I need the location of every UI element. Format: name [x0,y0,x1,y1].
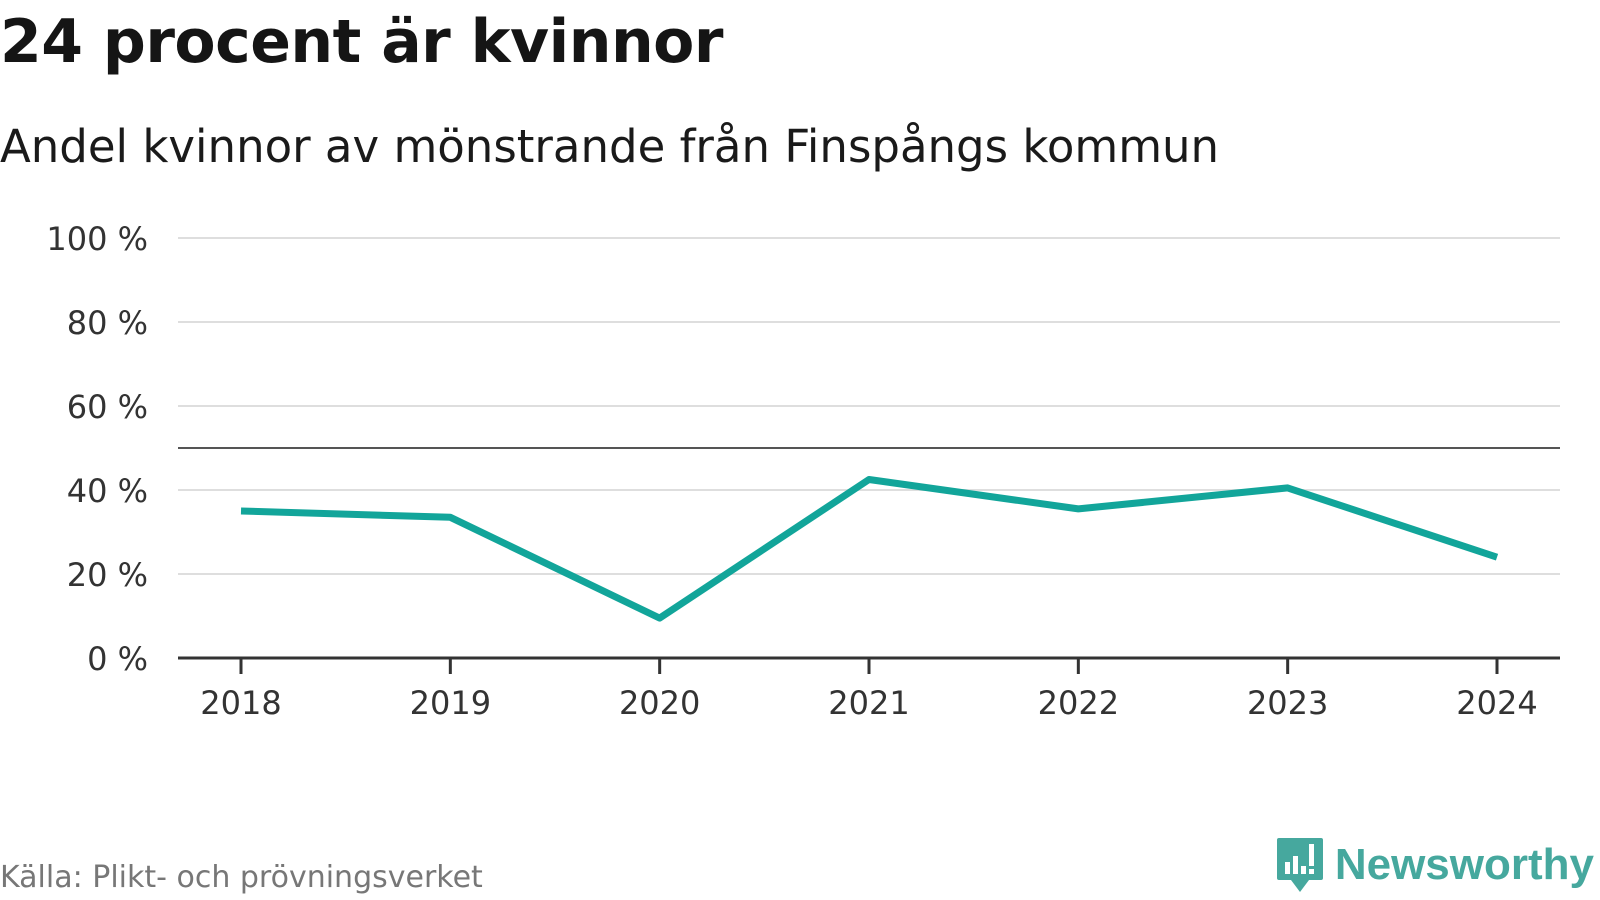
x-tick-label-2019: 2019 [410,684,491,722]
newsworthy-logo-icon [1276,838,1323,892]
y-axis-ticks: 0 % 20 % 40 % 60 % 80 % 100 % [46,220,148,678]
brand: Newsworthy [1275,835,1594,895]
y-tick-label-20: 20 % [67,556,148,594]
x-tick-label-2018: 2018 [200,684,281,722]
x-tick-label-2023: 2023 [1247,684,1328,722]
chart-subtitle: Andel kvinnor av mönstrande från Finspån… [0,120,1220,173]
y-tick-label-100: 100 % [46,220,148,258]
brand-name: Newsworthy [1334,840,1594,889]
x-tick-label-2024: 2024 [1456,684,1537,722]
x-tick-label-2022: 2022 [1038,684,1119,722]
x-tick-label-2021: 2021 [828,684,909,722]
chart-title: 24 procent är kvinnor [0,7,723,77]
y-tick-label-60: 60 % [67,388,148,426]
y-tick-label-80: 80 % [67,304,148,342]
x-axis-ticks: 2018 2019 2020 2021 2022 2023 2024 [200,658,1538,722]
source-note: Källa: Plikt- och prövningsverket [0,860,483,895]
line-chart: 0 % 20 % 40 % 60 % 80 % 100 % 2018 2019 2020 202… [46,220,1560,722]
series-line [240,476,1499,622]
gridlines [178,237,1560,575]
x-tick-label-2020: 2020 [619,684,700,722]
y-tick-label-0: 0 % [87,640,148,678]
y-tick-label-40: 40 % [67,472,148,510]
